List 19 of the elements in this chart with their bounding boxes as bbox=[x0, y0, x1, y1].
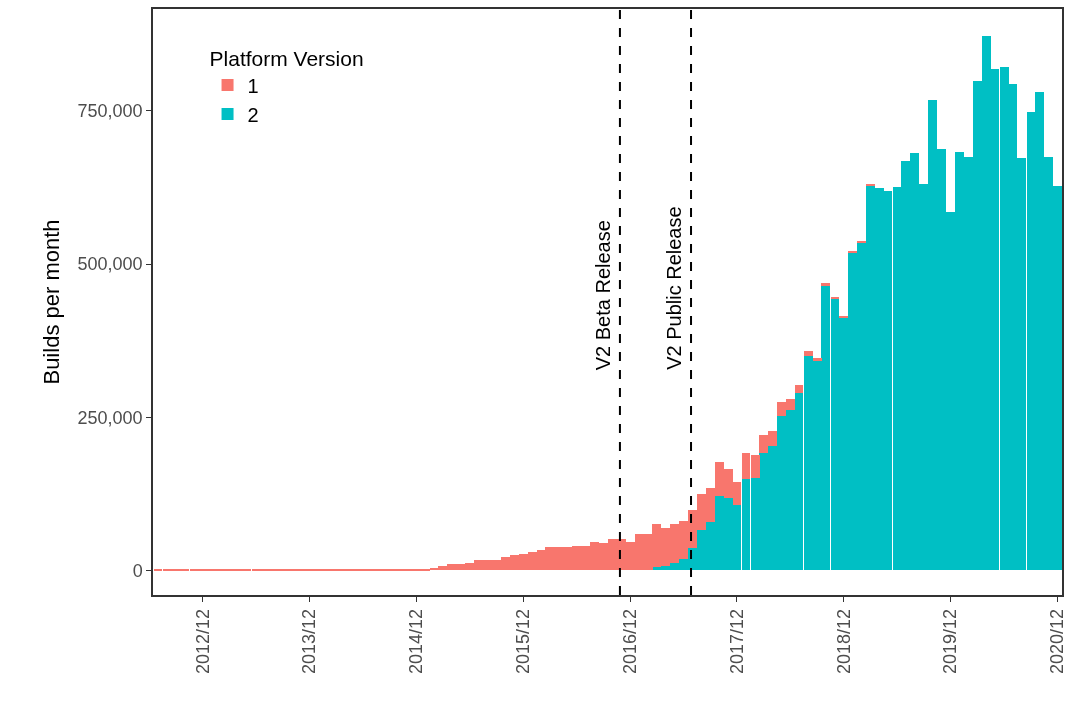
ref-line-label: V2 Public Release bbox=[663, 206, 686, 370]
y-tick-label: 500,000 bbox=[77, 254, 143, 275]
x-tick-label: 2013/12 bbox=[299, 608, 320, 675]
x-tick-label: 2017/12 bbox=[726, 608, 747, 675]
x-tick-label: 2018/12 bbox=[833, 608, 854, 675]
legend-title: Platform Version bbox=[209, 46, 364, 70]
legend-label: 1 bbox=[247, 74, 259, 97]
x-tick-label: 2019/12 bbox=[940, 608, 961, 675]
y-axis-title: Builds per month bbox=[38, 219, 64, 385]
x-tick-label: 2015/12 bbox=[512, 608, 533, 675]
ref-line-label: V2 Beta Release bbox=[591, 220, 614, 371]
x-tick-label: 2016/12 bbox=[620, 608, 641, 675]
y-tick-label: 250,000 bbox=[77, 407, 143, 428]
x-tick-label: 2020/12 bbox=[1047, 608, 1068, 675]
y-tick-label: 0 bbox=[132, 560, 143, 581]
x-tick-label: 2012/12 bbox=[192, 608, 213, 675]
y-tick-label: 750,000 bbox=[77, 101, 143, 122]
legend-label: 2 bbox=[247, 103, 259, 126]
x-tick-label: 2014/12 bbox=[406, 608, 427, 675]
